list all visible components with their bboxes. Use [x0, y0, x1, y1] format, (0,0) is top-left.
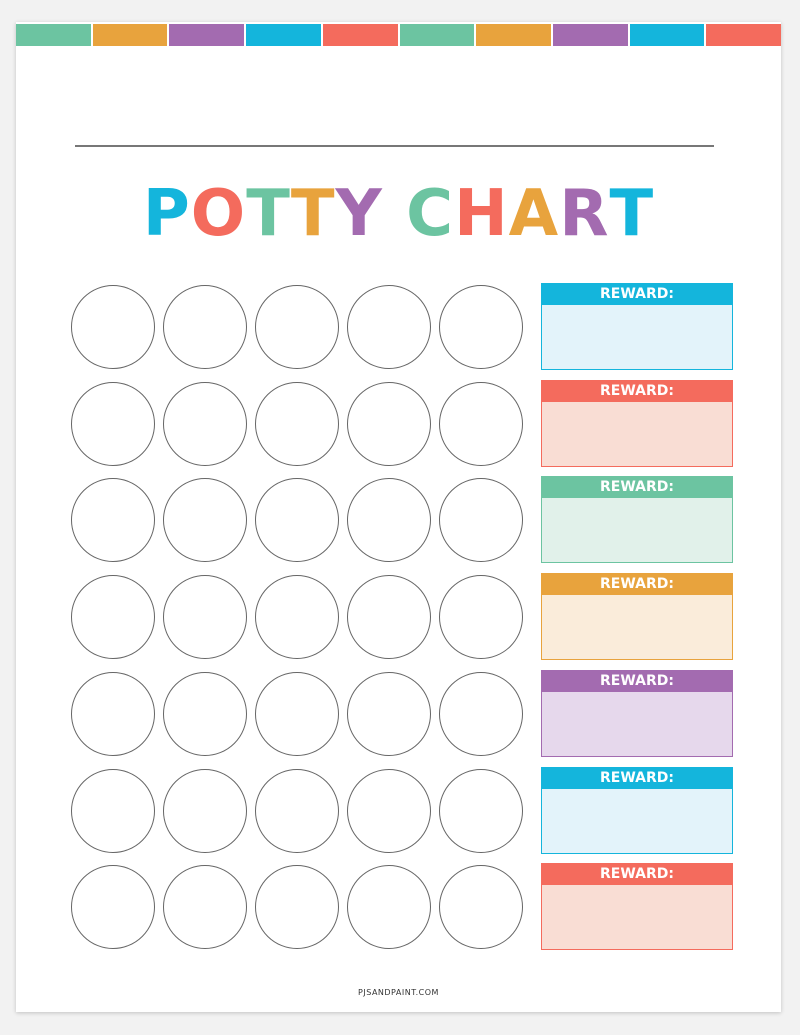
reward-box[interactable]: REWARD:: [541, 379, 733, 467]
color-stripe: [16, 24, 782, 46]
title-letter: Y: [335, 177, 383, 251]
sticker-circle[interactable]: [347, 478, 431, 563]
sticker-circle[interactable]: [439, 575, 523, 660]
reward-box[interactable]: REWARD:: [541, 863, 733, 951]
sticker-circle[interactable]: [71, 671, 155, 756]
reward-label: REWARD:: [542, 864, 732, 886]
stripe-segment: [169, 24, 245, 46]
title-letter: A: [508, 177, 560, 251]
sticker-circle[interactable]: [255, 575, 339, 660]
sticker-circle[interactable]: [439, 381, 523, 466]
reward-box[interactable]: REWARD:: [541, 669, 733, 757]
stripe-segment: [322, 24, 398, 46]
sticker-circle[interactable]: [71, 381, 155, 466]
title-letter: O: [190, 177, 247, 251]
sticker-circle[interactable]: [255, 285, 339, 369]
sticker-circle[interactable]: [163, 575, 247, 660]
title-letter: H: [454, 177, 509, 251]
sticker-circle[interactable]: [163, 381, 247, 466]
sticker-circle[interactable]: [347, 285, 431, 369]
sticker-circle[interactable]: [439, 671, 523, 756]
title-letter: T: [609, 177, 655, 251]
stripe-segment: [552, 24, 628, 46]
reward-box[interactable]: REWARD:: [541, 476, 733, 564]
sticker-circle[interactable]: [347, 865, 431, 950]
sticker-circle[interactable]: [347, 768, 431, 853]
sticker-circle[interactable]: [163, 671, 247, 756]
sticker-circle[interactable]: [255, 381, 339, 466]
footer-website: PJSANDPAINT.COM: [358, 988, 439, 997]
reward-label: REWARD:: [542, 574, 732, 596]
stripe-segment: [246, 24, 321, 46]
sticker-circle[interactable]: [163, 478, 247, 563]
chart-page: POTTY CHART REWARD: REWARD: REWARD: REWARD:…: [16, 22, 782, 1012]
stripe-segment: [629, 24, 705, 46]
sticker-circle[interactable]: [71, 285, 155, 369]
reward-box[interactable]: REWARD:: [541, 283, 733, 370]
title-letter: P: [142, 177, 191, 251]
title-letter: C: [406, 177, 455, 251]
reward-label: REWARD:: [542, 284, 732, 305]
title-letter: [383, 174, 406, 254]
reward-label: REWARD:: [542, 670, 732, 692]
sticker-circle[interactable]: [439, 768, 523, 853]
title-letter: R: [559, 177, 610, 251]
stripe-segment: [706, 24, 782, 46]
sticker-circle[interactable]: [71, 865, 155, 950]
stripe-segment: [399, 24, 475, 46]
sticker-circle[interactable]: [439, 285, 523, 369]
sticker-circle[interactable]: [347, 575, 431, 660]
reward-label: REWARD:: [542, 767, 732, 789]
sticker-circle[interactable]: [163, 865, 247, 950]
sticker-circle[interactable]: [255, 478, 339, 563]
sticker-circle[interactable]: [71, 478, 155, 563]
sticker-circle[interactable]: [163, 768, 247, 853]
sticker-circle[interactable]: [163, 285, 247, 369]
sticker-circle[interactable]: [255, 865, 339, 950]
reward-label: REWARD:: [542, 380, 732, 402]
page-title: POTTY CHART: [16, 174, 781, 254]
sticker-circle[interactable]: [439, 865, 523, 950]
sticker-circle[interactable]: [347, 671, 431, 756]
reward-box[interactable]: REWARD:: [541, 766, 733, 854]
name-line: [75, 145, 714, 147]
title-letter: T: [246, 177, 291, 251]
stripe-segment: [16, 24, 91, 46]
reward-box[interactable]: REWARD:: [541, 573, 733, 661]
title-letter: T: [290, 177, 336, 251]
sticker-circle[interactable]: [255, 768, 339, 853]
sticker-circle[interactable]: [71, 575, 155, 660]
sticker-circle[interactable]: [347, 381, 431, 466]
sticker-circle[interactable]: [71, 768, 155, 853]
reward-label: REWARD:: [542, 477, 732, 499]
stripe-segment: [476, 24, 551, 46]
sticker-circle[interactable]: [439, 478, 523, 563]
stripe-segment: [92, 24, 168, 46]
sticker-circle[interactable]: [255, 671, 339, 756]
